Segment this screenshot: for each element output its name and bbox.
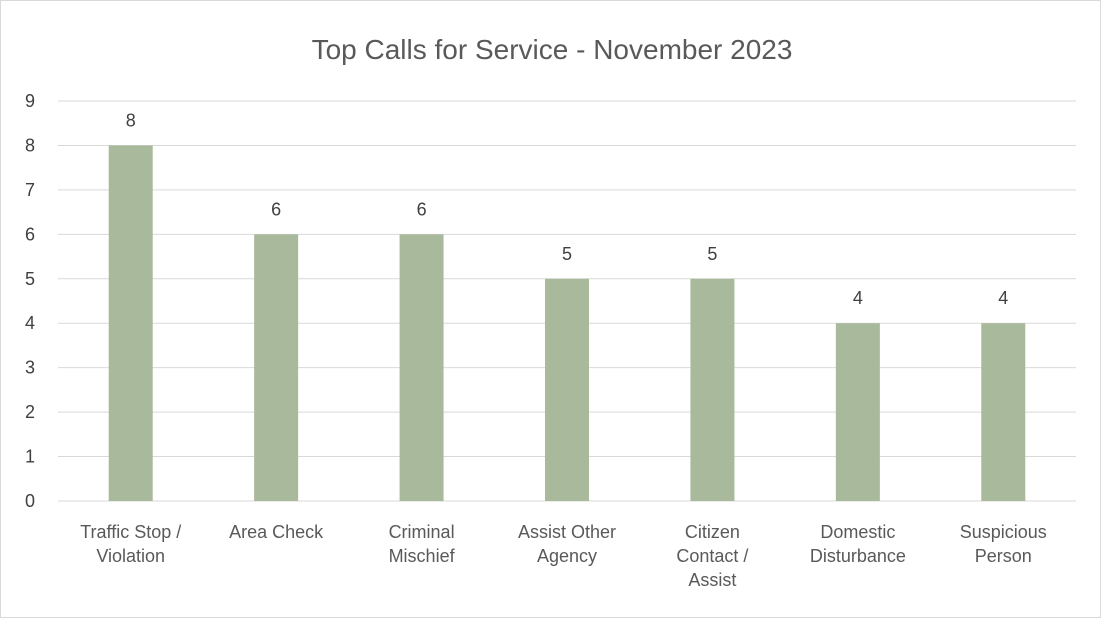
- data-label: 4: [998, 288, 1008, 308]
- bar: [545, 278, 589, 501]
- data-label: 6: [271, 199, 281, 219]
- bar: [108, 145, 153, 501]
- y-tick-label: 8: [25, 135, 35, 155]
- y-tick-label: 2: [25, 402, 35, 422]
- data-label: 5: [562, 244, 572, 264]
- data-labels: 8 6 6 5 5 4 4: [126, 110, 1009, 308]
- x-category-label: Traffic Stop /: [80, 522, 181, 542]
- bar: [981, 323, 1026, 501]
- y-tick-label: 0: [25, 491, 35, 511]
- data-label: 5: [707, 244, 717, 264]
- data-label: 8: [126, 110, 136, 130]
- x-category-label: Mischief: [389, 546, 456, 566]
- x-category-label: Citizen: [685, 522, 740, 542]
- x-category-label: Criminal: [389, 522, 455, 542]
- bars: [108, 145, 1026, 502]
- x-category-label: Person: [975, 546, 1032, 566]
- x-category-label: Violation: [96, 546, 165, 566]
- x-axis-categories: Traffic Stop / Violation Area Check Crimina…: [80, 522, 1047, 590]
- x-category-label: Agency: [537, 546, 597, 566]
- y-tick-label: 3: [25, 358, 35, 378]
- data-label: 4: [853, 288, 863, 308]
- chart-title: Top Calls for Service - November 2023: [312, 34, 793, 65]
- y-tick-label: 4: [25, 313, 35, 333]
- bar: [835, 323, 880, 501]
- x-category-label: Assist Other: [518, 522, 616, 542]
- y-tick-label: 6: [25, 224, 35, 244]
- y-tick-label: 9: [25, 91, 35, 111]
- x-category-label: Area Check: [229, 522, 324, 542]
- x-category-label: Suspicious: [960, 522, 1047, 542]
- y-tick-label: 1: [25, 447, 35, 467]
- y-tick-label: 5: [25, 269, 35, 289]
- y-tick-label: 7: [25, 180, 35, 200]
- y-axis-ticks: 0 1 2 3 4 5 6 7 8 9: [25, 91, 35, 511]
- x-category-label: Domestic: [820, 522, 895, 542]
- data-label: 6: [417, 199, 427, 219]
- bar: [690, 278, 735, 501]
- x-category-label: Contact /: [676, 546, 748, 566]
- x-category-label: Disturbance: [810, 546, 906, 566]
- bar: [254, 234, 299, 502]
- bar: [399, 234, 444, 502]
- x-category-label: Assist: [688, 570, 736, 590]
